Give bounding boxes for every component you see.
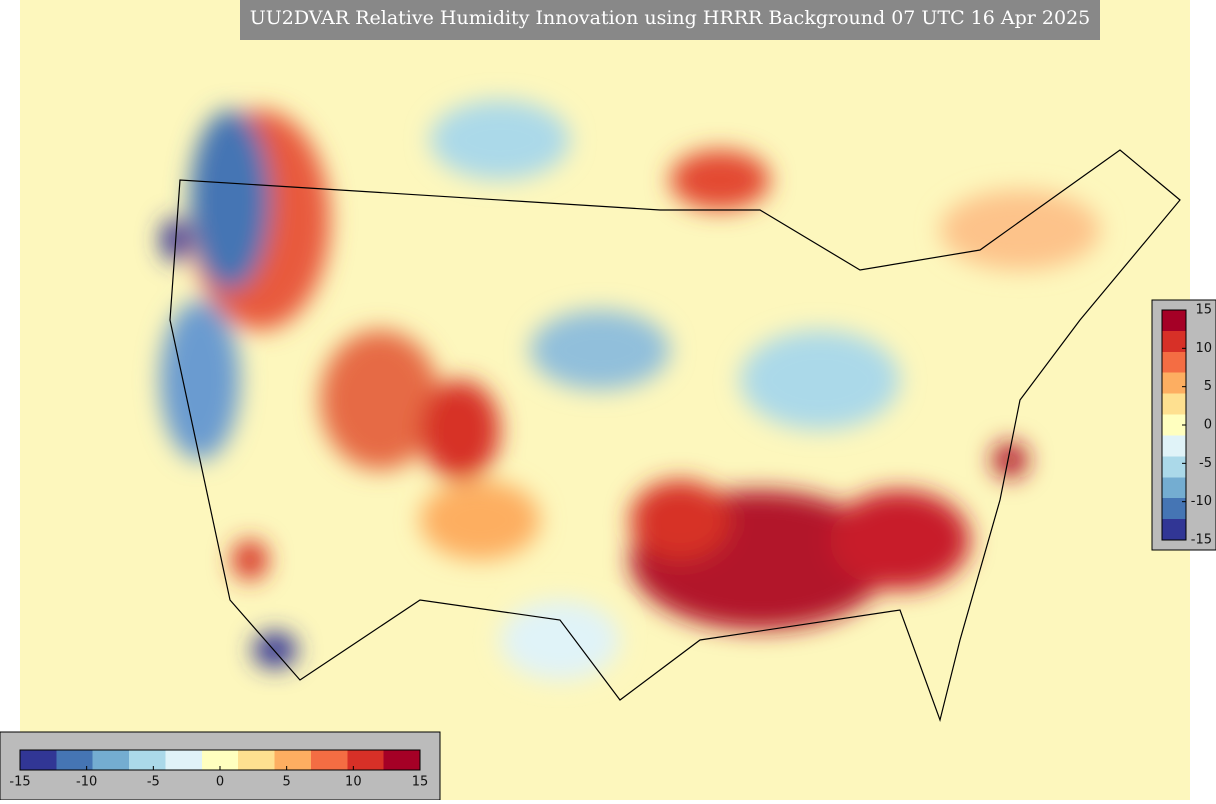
tick-label: 0 (1204, 418, 1212, 433)
tick-label: -15 (1191, 533, 1212, 548)
tick-label: 10 (1195, 341, 1212, 356)
coastline (169, 149, 1181, 723)
tick-label: -15 (9, 775, 30, 790)
tick-label: 5 (283, 775, 291, 790)
tick-label: -5 (1199, 456, 1212, 471)
tick-label: 0 (216, 775, 224, 790)
tick-label: -10 (76, 775, 97, 790)
tick-label: -10 (1191, 494, 1212, 509)
tick-label: -5 (147, 775, 160, 790)
tick-label: 15 (1195, 303, 1212, 318)
tick-label: 15 (412, 775, 429, 790)
title-box (240, 0, 1100, 40)
tick-label: 10 (345, 775, 362, 790)
chart-title: UU2DVAR Relative Humidity Innovation usi… (250, 7, 1091, 29)
tick-label: 5 (1204, 379, 1212, 394)
humidity-field (160, 100, 1100, 680)
